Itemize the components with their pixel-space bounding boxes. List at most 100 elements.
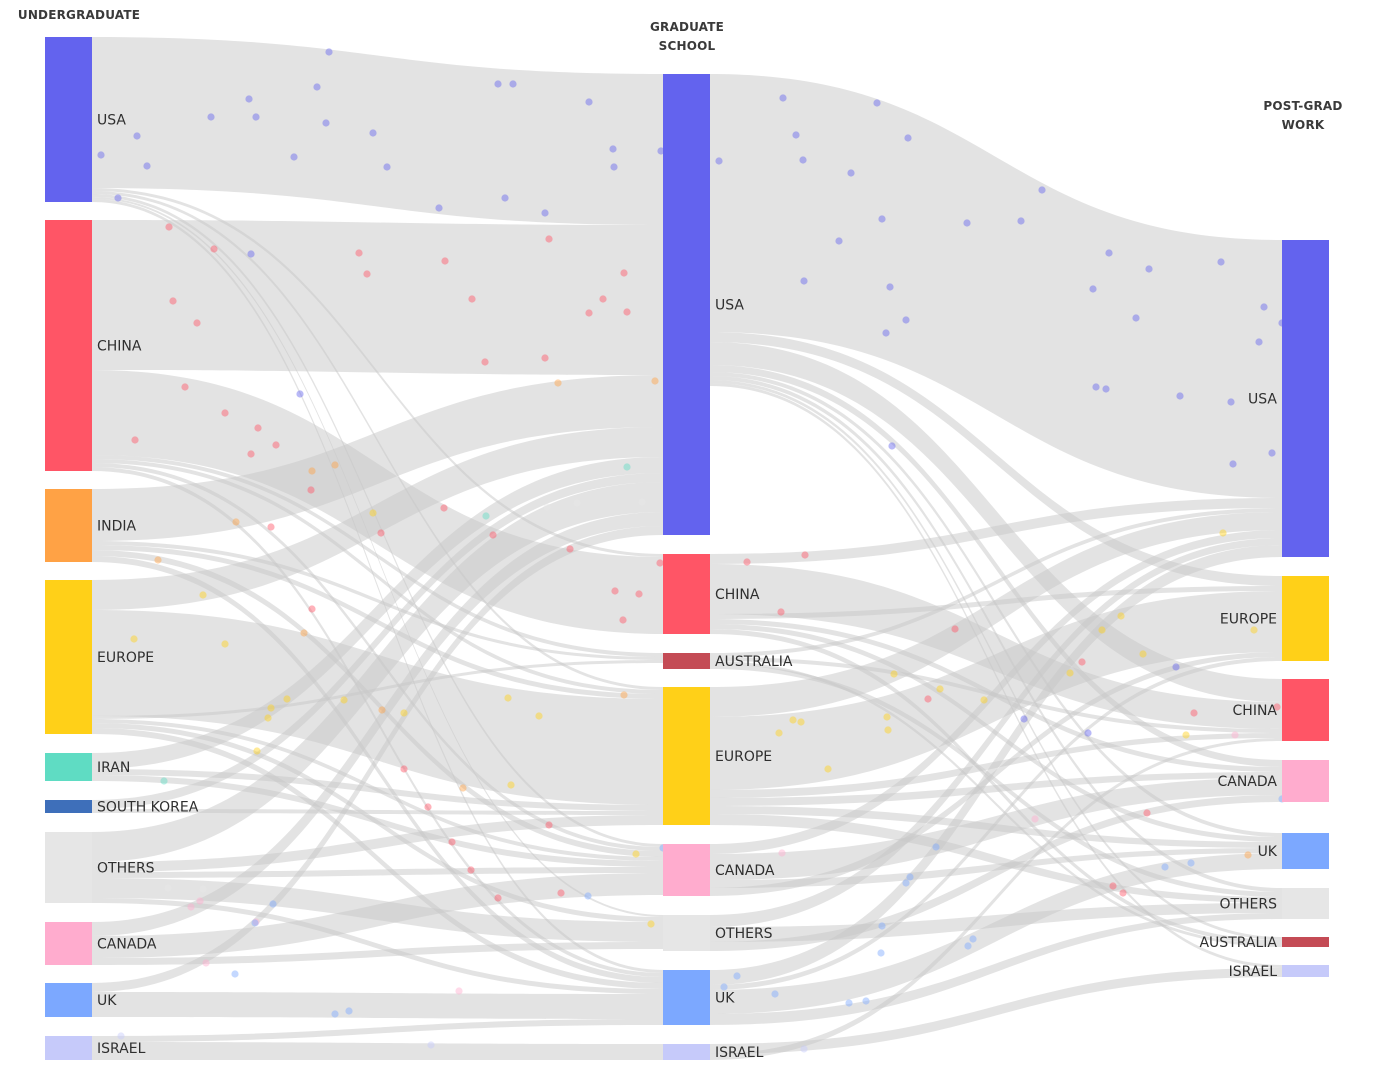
flow-link[interactable] <box>92 775 663 867</box>
node-europe[interactable] <box>663 687 710 825</box>
flow-link[interactable] <box>92 728 663 989</box>
flow-link[interactable] <box>92 1019 663 1042</box>
flow-link[interactable] <box>710 545 1282 985</box>
flow-link[interactable] <box>710 664 1282 897</box>
flow-particle <box>424 803 432 811</box>
flow-link[interactable] <box>92 375 663 541</box>
node-others[interactable] <box>45 832 92 903</box>
flow-link[interactable] <box>710 814 1282 903</box>
node-europe[interactable] <box>45 580 92 734</box>
flow-link[interactable] <box>710 738 1282 1060</box>
flow-link[interactable] <box>710 512 1282 717</box>
flow-link[interactable] <box>92 769 663 811</box>
flow-particle <box>619 616 627 624</box>
node-uk[interactable] <box>663 970 710 1025</box>
node-usa[interactable] <box>663 74 710 535</box>
node-uk[interactable] <box>45 983 92 1017</box>
flow-link[interactable] <box>92 1042 663 1060</box>
node-china[interactable] <box>663 554 710 634</box>
flow-link[interactable] <box>92 427 663 610</box>
flow-link[interactable] <box>710 74 1282 498</box>
flow-particle <box>264 714 272 722</box>
flow-link[interactable] <box>710 538 1282 927</box>
flow-link[interactable] <box>92 867 663 878</box>
node-canada[interactable] <box>1282 760 1329 802</box>
flow-particle <box>620 691 628 699</box>
flow-link[interactable] <box>710 332 1282 586</box>
flow-link[interactable] <box>92 660 663 719</box>
flow-link[interactable] <box>92 455 663 657</box>
flow-particle <box>1132 314 1140 322</box>
node-australia[interactable] <box>663 653 710 669</box>
flow-particle <box>651 377 659 385</box>
flow-link[interactable] <box>92 610 663 805</box>
flow-link[interactable] <box>92 459 663 694</box>
node-china[interactable] <box>1282 679 1329 741</box>
node-label: ISRAEL <box>715 1045 764 1061</box>
node-iran[interactable] <box>45 753 92 781</box>
flow-link[interactable] <box>710 778 1282 880</box>
node-label: EUROPE <box>715 749 772 765</box>
flow-particle <box>1109 882 1117 890</box>
flow-particle <box>924 695 932 703</box>
flow-link[interactable] <box>92 473 663 809</box>
node-europe[interactable] <box>1282 576 1329 661</box>
node-china[interactable] <box>45 220 92 471</box>
flow-link[interactable] <box>92 37 663 225</box>
node-south-korea[interactable] <box>45 800 92 813</box>
flow-particle <box>824 765 832 773</box>
flow-link[interactable] <box>710 508 1282 657</box>
flow-link[interactable] <box>92 898 663 994</box>
flow-particle <box>969 935 977 943</box>
node-israel[interactable] <box>1282 965 1329 977</box>
flow-link[interactable] <box>92 556 663 983</box>
flow-link[interactable] <box>710 913 1282 1025</box>
flow-link[interactable] <box>92 545 663 699</box>
flow-particle <box>878 215 886 223</box>
flow-link[interactable] <box>92 457 663 769</box>
flow-particle <box>789 716 797 724</box>
flow-link[interactable] <box>92 220 663 375</box>
flow-particle <box>467 866 475 874</box>
flow-particle <box>181 383 189 391</box>
flow-link[interactable] <box>710 365 1282 767</box>
node-canada[interactable] <box>663 844 710 896</box>
flow-link[interactable] <box>710 564 1282 729</box>
flow-particle <box>1172 663 1180 671</box>
flow-link[interactable] <box>710 795 1282 951</box>
flow-particle <box>448 838 456 846</box>
node-israel[interactable] <box>663 1044 710 1060</box>
flow-link[interactable] <box>92 815 663 872</box>
flow-particle <box>902 879 910 887</box>
flow-link[interactable] <box>710 657 1282 990</box>
flow-link[interactable] <box>92 199 663 973</box>
node-australia[interactable] <box>1282 937 1329 947</box>
node-usa[interactable] <box>45 37 92 202</box>
node-india[interactable] <box>45 489 92 562</box>
flow-link[interactable] <box>710 498 1282 564</box>
flow-particle <box>1217 258 1225 266</box>
flow-link[interactable] <box>92 482 663 862</box>
flow-link[interactable] <box>710 968 1282 1054</box>
node-others[interactable] <box>1282 888 1329 919</box>
flow-particle <box>283 695 291 703</box>
flow-link[interactable] <box>92 942 663 965</box>
node-canada[interactable] <box>45 922 92 965</box>
flow-link[interactable] <box>710 342 1282 702</box>
flow-link[interactable] <box>710 661 1282 947</box>
flow-particle <box>363 270 371 278</box>
flow-link[interactable] <box>92 541 663 660</box>
flow-link[interactable] <box>92 512 663 936</box>
flow-link[interactable] <box>92 526 663 992</box>
node-uk[interactable] <box>1282 833 1329 869</box>
flow-link[interactable] <box>710 530 1282 854</box>
node-usa[interactable] <box>1282 240 1329 557</box>
flow-link[interactable] <box>710 772 1282 806</box>
flow-particle <box>647 920 655 928</box>
flow-link[interactable] <box>710 652 1282 896</box>
node-israel[interactable] <box>45 1036 92 1060</box>
flow-link[interactable] <box>92 992 663 1019</box>
node-others[interactable] <box>663 915 710 951</box>
flow-particle <box>232 518 240 526</box>
flow-link[interactable] <box>710 853 1282 1014</box>
